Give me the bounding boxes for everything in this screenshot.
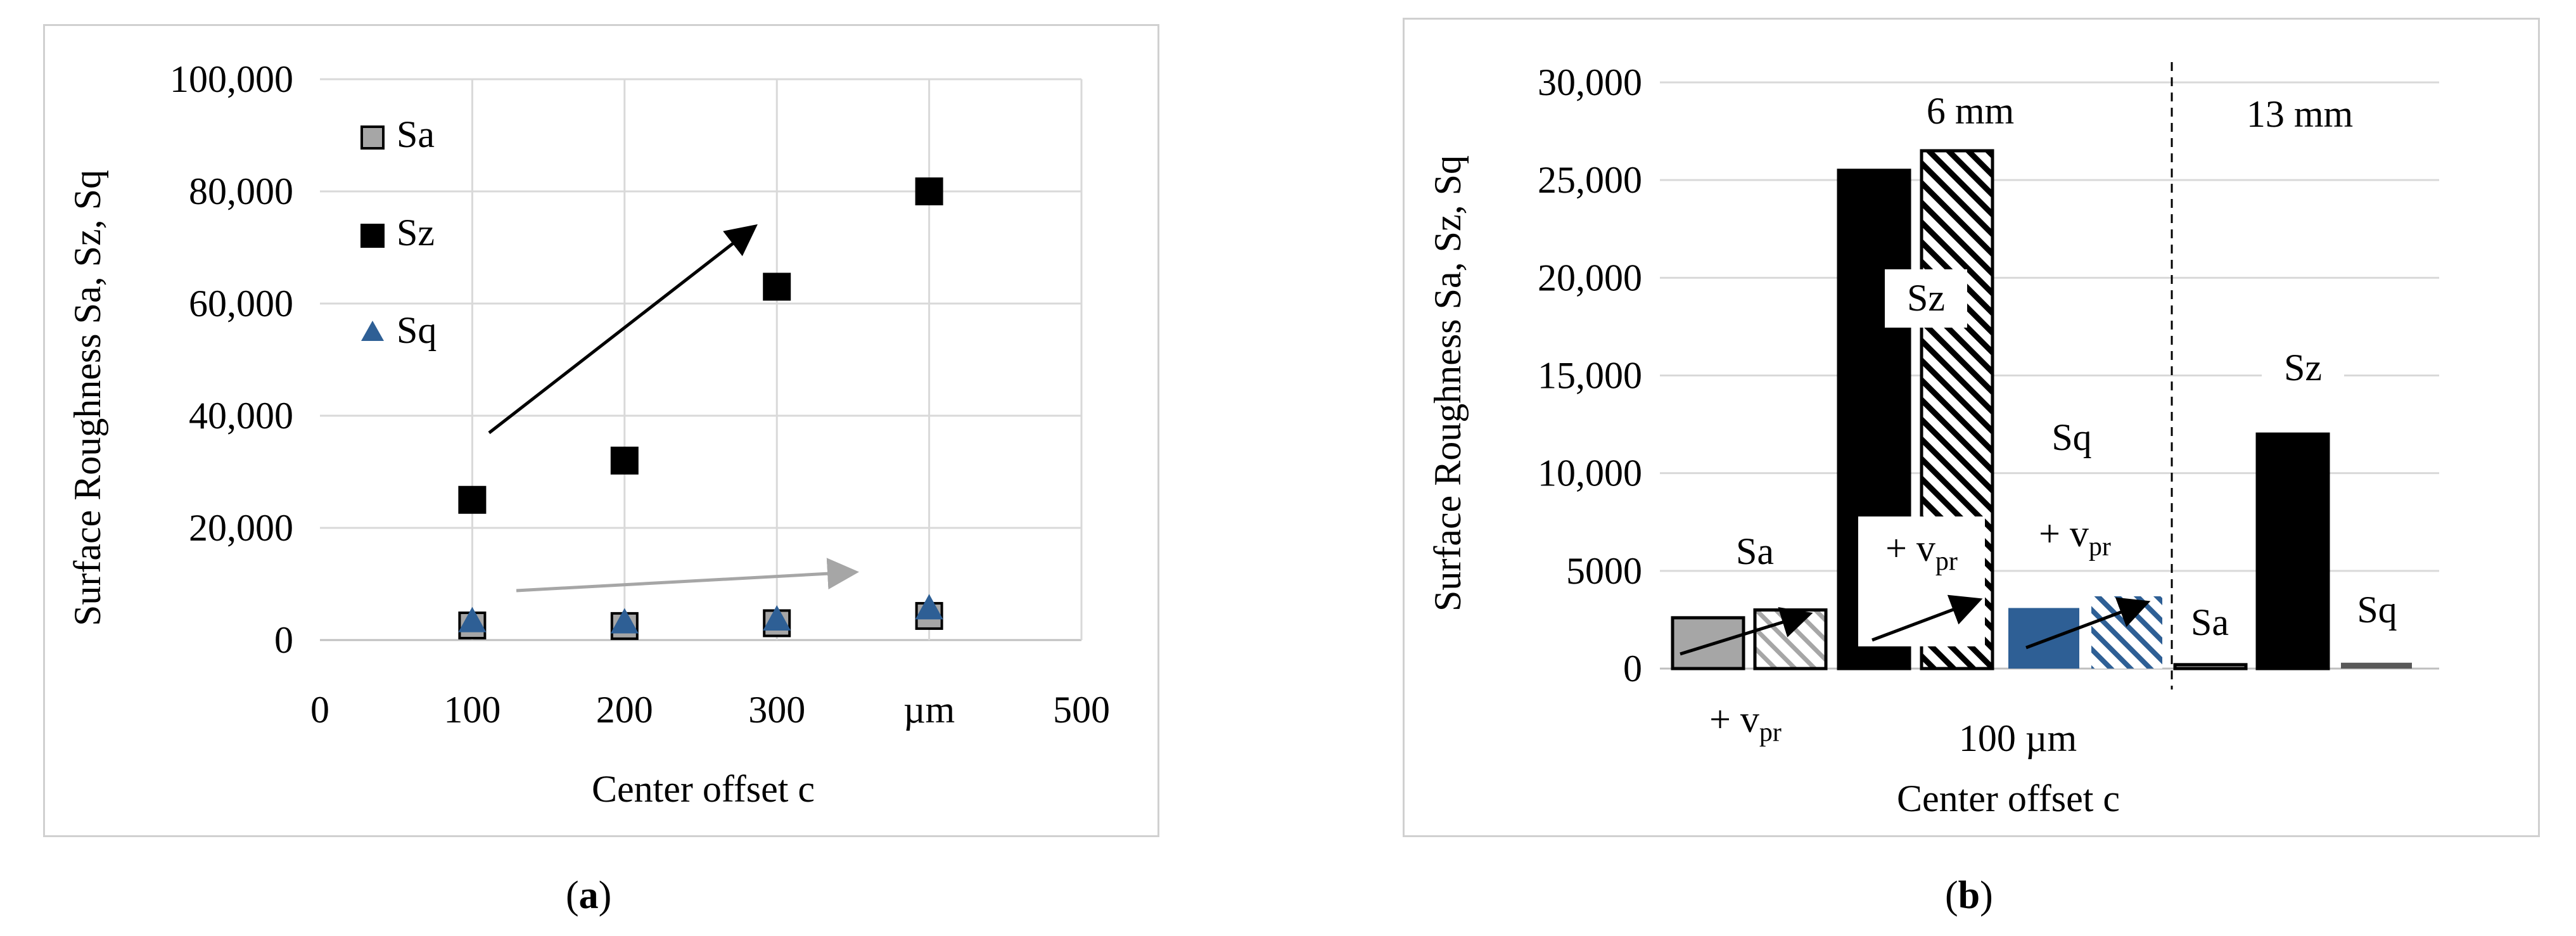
legend-label-sq: Sq [397,309,437,351]
chart-a-point-sq [763,605,791,631]
chart-b-annotation-sa: Sa [1736,530,1774,572]
chart-b-vpr-middle: + vpr [1885,527,1958,576]
chart-b-bar-sa-13mm [2173,663,2248,670]
chart-a-legend: Sa Sz Sq [360,113,437,351]
chart-a-xtick-label: 300 [748,689,805,731]
chart-b-ytick-label: 20,000 [1538,257,1642,298]
chart-b-ytick-label: 10,000 [1538,452,1642,494]
chart-b-annotation-sa-13mm: Sa [2191,601,2229,643]
panel-b-frame [1403,18,2540,837]
chart-a-point-sz [458,485,487,514]
chart-b-annotation-sz: Sz [1907,277,1945,319]
chart-a-ytick-label: 0 [274,619,293,661]
chart-a-ytick-label: 20,000 [189,507,293,549]
legend-label-sa: Sa [397,113,435,155]
legend-marker-sz [360,224,385,248]
vpr-prefix: + v [2039,513,2089,555]
chart-a-xlabel: Center offset c [592,768,815,810]
chart-b-ytick-label: 30,000 [1538,61,1642,103]
chart-b-annotation-sz-13mm: Sz [2284,347,2322,388]
chart-b-vpr-box-middle [1858,516,1985,646]
panel-a-caption: (a) [566,874,612,917]
panel-b-letter: b [1958,874,1980,917]
chart-b-xlabel: Center offset c [1897,778,2120,819]
chart-b-bar-sz-13mm [2255,432,2330,670]
chart-a-point-sz [610,446,639,475]
chart-b-ytick-label: 25,000 [1538,159,1642,201]
chart-b-annotation-sq-13mm: Sq [2357,589,2397,631]
panel-b-caption: (b) [1945,874,1993,917]
chart-b-ytick-label: 15,000 [1538,355,1642,397]
chart-b-sz2-label-box [2262,339,2344,397]
legend-marker-sq [361,321,384,341]
chart-b-bar-sq-13mm [2341,662,2412,669]
chart-b-sz-label-box [1885,269,1967,328]
chart-a-point-sq [915,594,943,620]
chart-b-arrow-sq [2025,597,2151,650]
legend-label-sz: Sz [397,212,435,253]
chart-b-group-label-6mm: 6 mm [1927,90,2014,132]
vpr-subscript: pr [1935,547,1958,576]
chart-b-arrow-sz [1871,594,1983,642]
chart-b-bar-sq-6mm [2008,608,2079,669]
chart-a-point-sq [610,608,639,634]
chart-a-trend-arrow-sz [488,224,758,434]
chart-b-vpr-right: + vpr [2039,513,2111,561]
chart-a-xtick-label: 100 [443,689,501,731]
chart-b-bar-sq-vpr-6mm [2091,596,2162,669]
chart-a-ytick-label: 80,000 [189,170,293,212]
chart-a-trend-arrow-sa [516,558,859,593]
chart-a-xtick-label: 0 [310,689,329,731]
chart-a-point-sq [458,606,487,632]
chart-a-ytick-label: 100,000 [170,58,293,100]
chart-a-ytick-label: 40,000 [189,395,293,437]
chart-b-bar-sa-6mm [1671,616,1745,670]
vpr-subscript: pr [2089,532,2111,561]
chart-a-ylabel: Surface Roughness Sa, Sz, Sq [67,170,108,626]
vpr-prefix: + v [1885,527,1935,569]
chart-a-point-sz [915,177,943,205]
panel-a-letter: a [578,874,599,917]
chart-b-tick-labels: 0 5000 10,000 15,000 20,000 25,000 30,000 [1538,61,1642,689]
chart-a-xtick-label: µm [903,689,955,731]
chart-b-arrow-sa [1680,606,1813,656]
panel-a-frame [43,24,1159,837]
vpr-prefix: + v [1709,698,1759,740]
chart-b-annotation-sq: Sq [2051,416,2091,458]
chart-a-points [458,177,943,640]
chart-b-ylabel: Surface Roughness Sa, Sz, Sq [1427,155,1469,612]
chart-b-bars [1671,149,2412,670]
chart-a-tick-labels: 0 20,000 40,000 60,000 80,000 100,000 0 100 200 3… [170,58,1110,731]
vpr-subscript: pr [1759,718,1782,747]
chart-b-axis-annotation-100um: 100 µm [1959,717,2077,759]
chart-a-ytick-label: 60,000 [189,283,293,324]
chart-a-point-sz [763,272,791,301]
chart-a-xtick-label: 200 [596,689,653,731]
chart-a-xtick-label: 500 [1053,689,1110,731]
chart-a-grid [320,78,1083,641]
chart-b-group-label-13mm: 13 mm [2247,93,2353,135]
chart-b-vpr-bottom: + vpr [1709,698,1782,747]
chart-b-ytick-label: 0 [1623,648,1642,689]
chart-b-ytick-label: 5000 [1566,550,1642,592]
legend-marker-sa [360,125,385,150]
